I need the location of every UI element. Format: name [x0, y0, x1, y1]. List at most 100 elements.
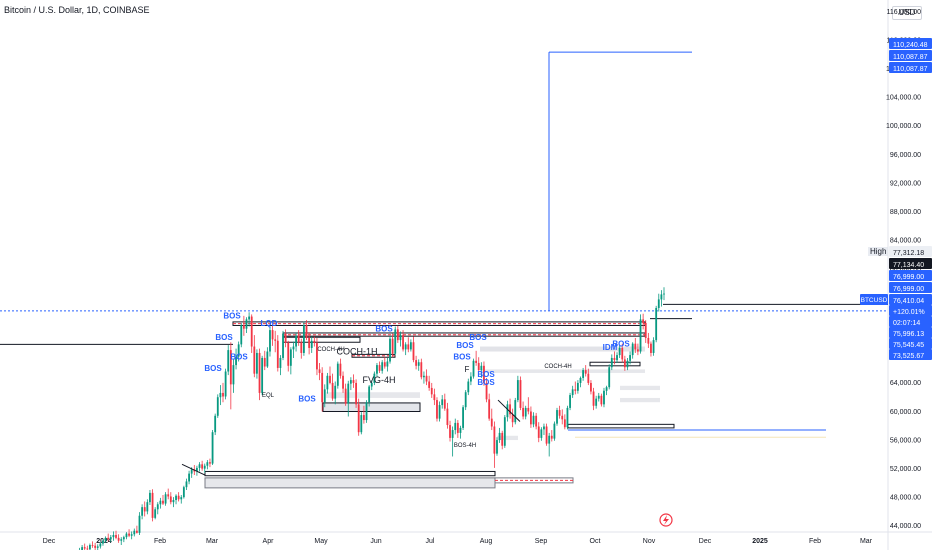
candle-body: [485, 382, 488, 400]
candle-body: [162, 500, 164, 504]
candle-body: [425, 375, 428, 382]
candle-body: [339, 363, 342, 376]
candle-body: [660, 294, 663, 300]
zone-box: [480, 346, 645, 352]
zone-box: [497, 435, 518, 441]
candle-body: [175, 495, 177, 501]
candle-body: [224, 371, 227, 397]
candle-body: [227, 350, 230, 372]
candle-body: [102, 540, 104, 544]
candle-body: [370, 382, 373, 387]
candle-body: [600, 395, 603, 405]
candle-body: [449, 425, 451, 438]
candle-body: [415, 360, 418, 366]
candle-body: [125, 533, 128, 538]
candle-body: [352, 380, 355, 383]
candle-body: [454, 422, 457, 431]
candle-body: [336, 363, 339, 386]
candle-body: [522, 407, 525, 417]
candle-body: [603, 390, 605, 405]
x-tick-label: May: [314, 538, 328, 545]
candle-body: [498, 432, 501, 441]
price-tag: [889, 50, 932, 61]
candle-body: [524, 407, 527, 417]
candle-body: [305, 325, 308, 338]
candle-body: [469, 376, 472, 382]
candle-body: [342, 375, 344, 389]
candle-body: [172, 500, 175, 503]
candle-body: [258, 352, 261, 393]
candle-body: [271, 330, 274, 340]
candle-body: [412, 342, 415, 361]
x-tick-label: Nov: [643, 538, 656, 545]
candle-body: [631, 343, 634, 356]
candle-body: [292, 346, 295, 350]
candle-body: [128, 533, 130, 536]
candle-body: [540, 429, 543, 438]
candle-body: [595, 398, 598, 406]
x-tick-label: Sep: [535, 538, 548, 545]
x-tick-label: Dec: [43, 538, 56, 545]
price-tag-label: 75,545.45: [893, 342, 924, 349]
price-tag: [889, 338, 932, 349]
structure-label: BOS-4H: [454, 443, 476, 449]
candle-body: [642, 319, 645, 323]
price-tag-label: 110,087.87: [893, 54, 928, 61]
candle-body: [363, 415, 365, 421]
candle-body: [652, 340, 655, 353]
price-tag: [889, 349, 932, 360]
candle-body: [154, 509, 157, 518]
candle-body: [451, 430, 454, 438]
candle-body: [584, 370, 587, 374]
structure-label: BOS: [477, 370, 495, 379]
y-tick-label: 104,000.00: [886, 95, 921, 102]
candle-body: [409, 342, 412, 350]
candle-body: [81, 547, 84, 550]
candle-body: [326, 375, 329, 390]
candle-body: [477, 362, 480, 371]
structure-label: EQL: [262, 393, 275, 399]
price-tag-label: 75,996.13: [893, 331, 924, 338]
candle-body: [480, 365, 483, 371]
candle-body: [368, 386, 371, 403]
candle-body: [201, 464, 204, 469]
candle-body: [237, 344, 240, 357]
price-tag-label: 76,999.00: [893, 286, 924, 293]
candle-body: [501, 432, 504, 446]
price-tag-label: 76,999.00: [893, 274, 924, 281]
currency-selector[interactable]: USD: [892, 6, 922, 20]
x-tick-label: Dec: [699, 538, 712, 545]
candle-body: [519, 380, 522, 408]
candle-body: [433, 394, 436, 401]
candle-body: [135, 530, 138, 533]
event-marker-icon[interactable]: [659, 513, 673, 527]
price-tag-label: 110,087.87: [893, 66, 928, 73]
candle-body: [242, 325, 245, 329]
candle-body: [623, 359, 626, 368]
candle-body: [503, 417, 506, 446]
candle-body: [386, 361, 389, 367]
candle-body: [266, 351, 269, 367]
y-tick-label: 84,000.00: [890, 237, 921, 244]
price-tag: [889, 282, 932, 293]
structure-label: BOS: [230, 352, 248, 361]
candle-body: [650, 343, 652, 353]
candle-body: [436, 400, 438, 419]
candle-body: [198, 464, 201, 468]
candle-body: [203, 465, 206, 469]
price-tag-label: 02:07:14: [893, 320, 920, 327]
x-tick-label: Aug: [480, 538, 493, 545]
zone-box: [282, 336, 361, 343]
candle-body: [253, 346, 256, 374]
structure-label: BOS: [453, 352, 471, 361]
candle-body: [297, 335, 300, 343]
price-tag: [889, 305, 932, 316]
candle-body: [561, 415, 564, 420]
x-tick-label: 2025: [752, 538, 768, 545]
candle-body: [347, 383, 350, 404]
candle-body: [396, 329, 399, 341]
x-tick-label: Feb: [154, 538, 166, 545]
candle-body: [490, 418, 493, 427]
structure-label: COCH-4H: [544, 364, 571, 370]
